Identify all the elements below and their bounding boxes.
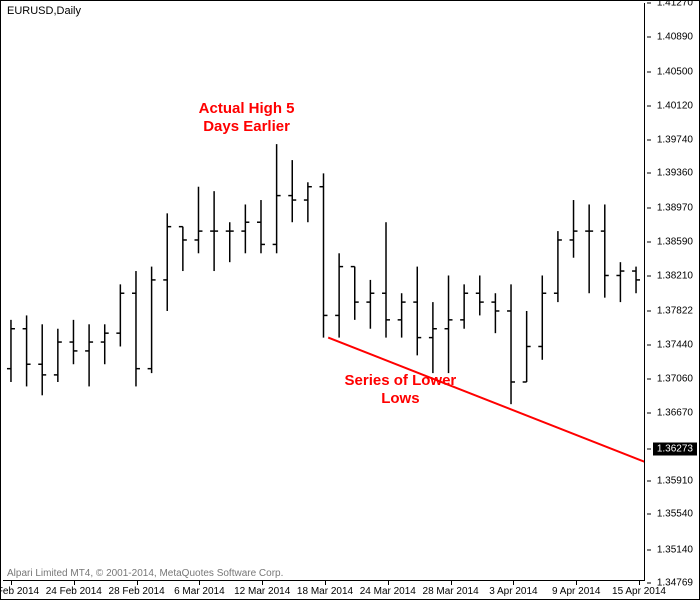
x-tick-mark xyxy=(137,581,138,585)
x-tick-label: 28 Mar 2014 xyxy=(423,586,479,597)
y-tick-label: 1.35540 xyxy=(657,509,693,520)
y-tick-label: 1.35140 xyxy=(657,544,693,555)
y-axis: 1.347691.351401.355401.359101.362731.366… xyxy=(647,3,699,581)
y-tick-label: 1.39740 xyxy=(657,134,693,145)
copyright-text: Alpari Limited MT4, © 2001-2014, MetaQuo… xyxy=(7,568,283,579)
y-tick-mark xyxy=(647,71,651,72)
y-tick-label: 1.38210 xyxy=(657,271,693,282)
annotation-1: Series of LowerLows xyxy=(345,372,457,408)
x-tick-label: 3 Apr 2014 xyxy=(489,586,537,597)
x-tick-mark xyxy=(325,581,326,585)
y-tick-label: 1.38590 xyxy=(657,237,693,248)
ohlc-layer xyxy=(3,3,644,580)
y-tick-mark xyxy=(647,378,651,379)
x-tick-mark xyxy=(513,581,514,585)
x-tick-label: 6 Mar 2014 xyxy=(174,586,225,597)
y-tick-label: 1.38970 xyxy=(657,203,693,214)
y-tick-label: 1.37440 xyxy=(657,339,693,350)
y-tick-mark xyxy=(647,139,651,140)
x-tick-mark xyxy=(11,581,12,585)
y-tick-mark xyxy=(647,36,651,37)
y-tick-label: 1.35910 xyxy=(657,476,693,487)
y-tick-mark xyxy=(647,242,651,243)
x-tick-label: 18 Mar 2014 xyxy=(297,586,353,597)
y-tick-label: 1.41270 xyxy=(657,0,693,9)
y-tick-mark xyxy=(647,413,651,414)
y-tick-mark xyxy=(647,310,651,311)
chart-container: EURUSD,Daily Actual High 5Days EarlierSe… xyxy=(0,0,700,600)
y-tick-label: 1.39360 xyxy=(657,168,693,179)
x-tick-label: 15 Apr 2014 xyxy=(612,586,666,597)
x-tick-mark xyxy=(199,581,200,585)
x-tick-label: 24 Feb 2014 xyxy=(46,586,102,597)
y-tick-mark xyxy=(647,344,651,345)
y-tick-label: 1.40500 xyxy=(657,66,693,77)
y-tick-label: 1.40120 xyxy=(657,100,693,111)
y-tick-label: 1.37060 xyxy=(657,373,693,384)
y-tick-mark xyxy=(647,514,651,515)
x-tick-mark xyxy=(639,581,640,585)
x-axis: 18 Feb 2014 24 Feb 2014 28 Feb 2014 6 Mar 2… xyxy=(3,583,645,599)
y-tick-mark xyxy=(647,481,651,482)
y-tick-mark xyxy=(647,105,651,106)
y-tick-mark xyxy=(647,3,651,4)
y-tick-mark xyxy=(647,448,651,449)
y-tick-mark xyxy=(647,549,651,550)
x-tick-label: 12 Mar 2014 xyxy=(234,586,290,597)
y-tick-mark xyxy=(647,173,651,174)
plot-area[interactable]: Actual High 5Days Earlier Series of Lower… xyxy=(3,3,645,581)
x-tick-mark xyxy=(576,581,577,585)
x-tick-mark xyxy=(451,581,452,585)
y-tick-mark xyxy=(647,583,651,584)
y-tick-label: 1.37822 xyxy=(657,305,693,316)
x-tick-label: 18 Feb 2014 xyxy=(0,586,39,597)
y-tick-label: 1.40890 xyxy=(657,31,693,42)
annotation-0: Actual High 5Days Earlier xyxy=(199,100,295,136)
y-tick-mark xyxy=(647,276,651,277)
x-tick-label: 9 Apr 2014 xyxy=(552,586,600,597)
x-tick-mark xyxy=(388,581,389,585)
y-tick-label: 1.36670 xyxy=(657,408,693,419)
x-tick-mark xyxy=(262,581,263,585)
x-tick-mark xyxy=(74,581,75,585)
price-badge: 1.36273 xyxy=(653,442,697,455)
x-tick-label: 24 Mar 2014 xyxy=(360,586,416,597)
y-tick-mark xyxy=(647,208,651,209)
x-tick-label: 28 Feb 2014 xyxy=(109,586,165,597)
